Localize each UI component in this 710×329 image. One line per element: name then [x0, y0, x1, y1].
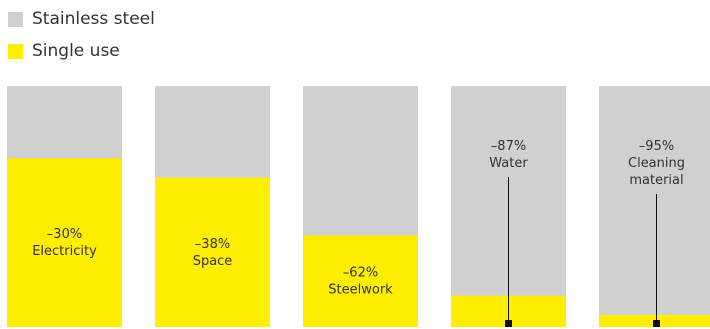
leader-marker-water [505, 320, 512, 327]
legend-label-single-use: Single use [32, 41, 120, 61]
bar-category-label-cleaning-material-2: material [629, 173, 683, 188]
bar-single-use-steelwork [303, 235, 418, 327]
bar-single-use-electricity [7, 158, 122, 327]
bar-category-label-steelwork-1: Steelwork [328, 283, 393, 298]
legend: Stainless steel Single use [8, 6, 155, 70]
bar-category-label-cleaning-material-1: Cleaning [628, 156, 685, 171]
bar-value-label-cleaning-material: –95% [639, 139, 674, 154]
bar-stainless-cleaning-material [599, 86, 710, 327]
bar-value-label-space: –38% [195, 237, 230, 252]
bar-value-label-steelwork: –62% [343, 266, 378, 281]
legend-swatch-stainless-steel [8, 11, 23, 27]
bar-category-label-space-1: Space [193, 254, 233, 269]
bar-category-label-electricity-1: Electricity [32, 244, 97, 259]
legend-label-stainless-steel: Stainless steel [32, 9, 155, 29]
bar-category-label-water-1: Water [489, 156, 528, 171]
bar-value-label-electricity: –30% [47, 227, 82, 242]
legend-item-single-use: Single use [8, 38, 155, 64]
legend-item-stainless-steel: Stainless steel [8, 6, 155, 32]
leader-marker-cleaning-material [653, 320, 660, 327]
bar-single-use-space [155, 177, 270, 327]
bar-value-label-water: –87% [491, 139, 526, 154]
legend-swatch-single-use [8, 43, 23, 59]
